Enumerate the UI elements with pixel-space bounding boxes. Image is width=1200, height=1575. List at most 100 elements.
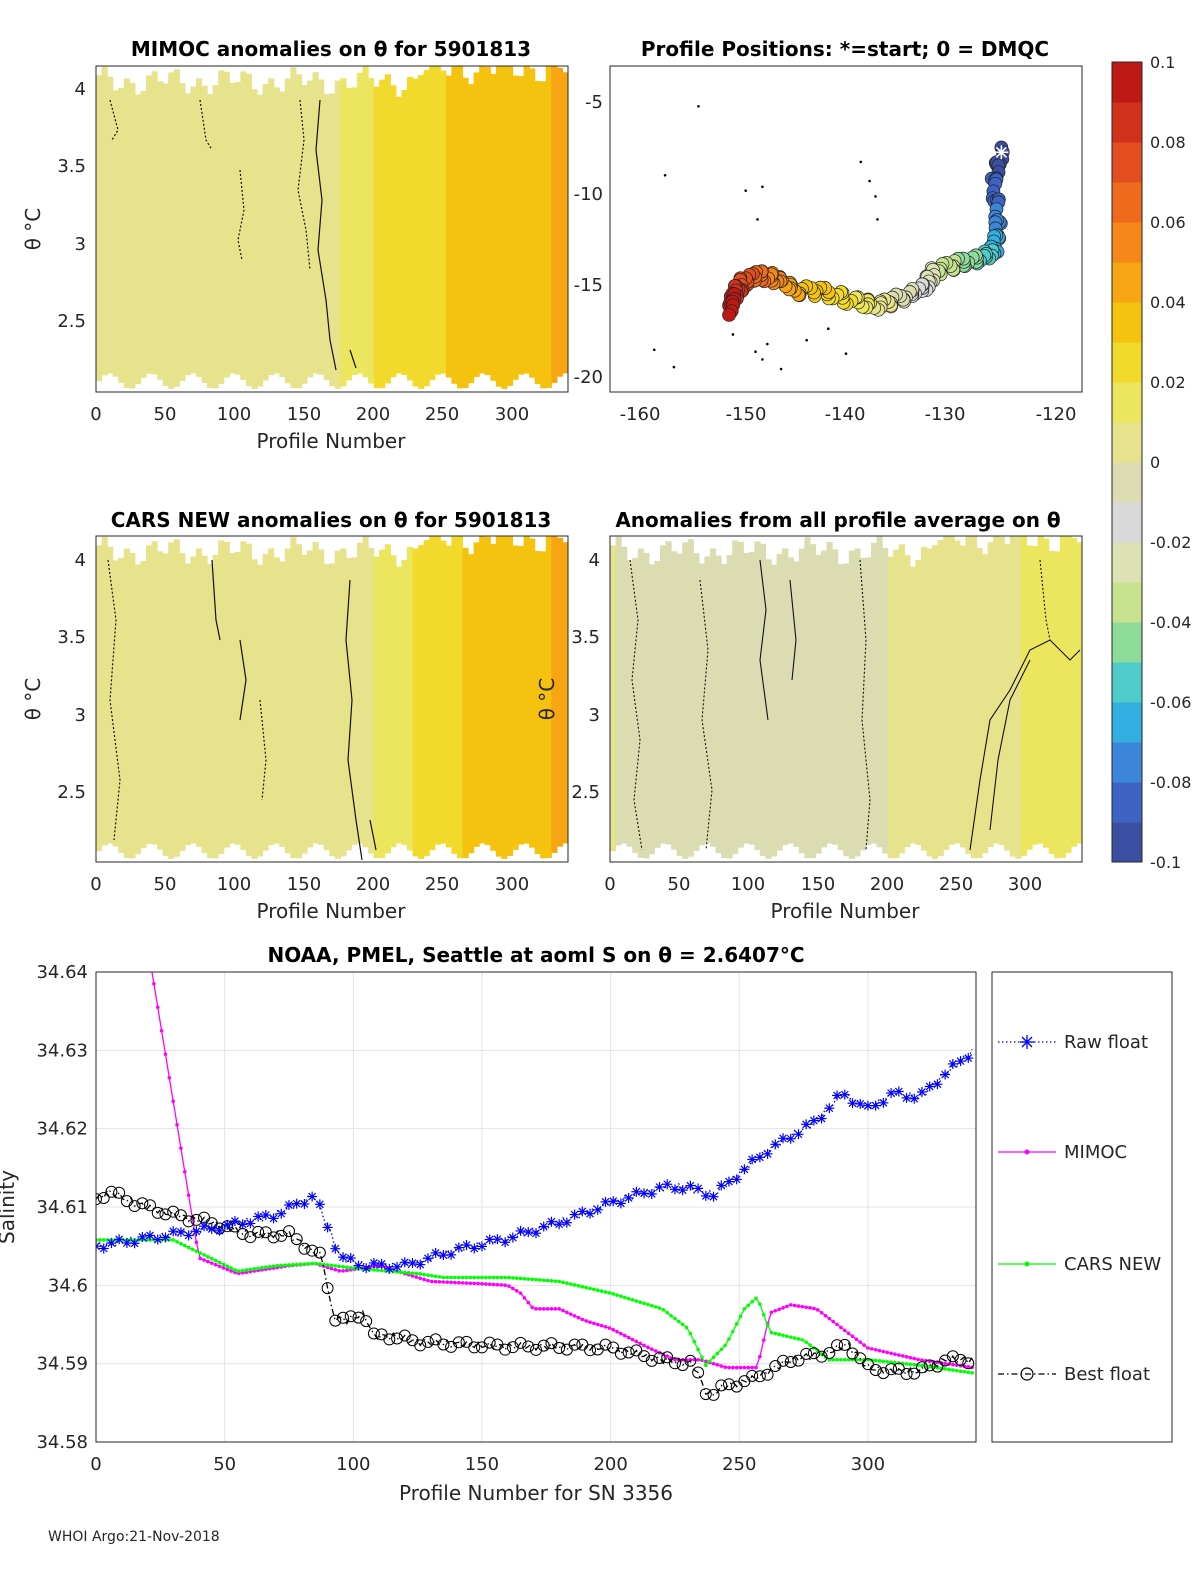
average-panel: Anomalies from all profile average on θ … — [535, 508, 1083, 923]
series-marker — [576, 1315, 581, 1320]
series-marker — [861, 1358, 874, 1371]
series-marker — [531, 1228, 541, 1239]
heatmap-column — [998, 536, 1005, 846]
mimoc-ytick: 3.5 — [57, 156, 86, 177]
series-marker — [98, 1238, 102, 1242]
series-marker — [307, 1191, 318, 1202]
series-marker-stroke — [447, 1250, 456, 1259]
series-marker — [746, 1303, 751, 1308]
colorbar-block — [1112, 502, 1142, 543]
heatmap-column — [168, 72, 175, 389]
position-dot — [874, 195, 877, 198]
series-marker-stroke — [717, 1181, 726, 1190]
series-marker — [731, 1329, 735, 1334]
series-marker-stroke — [802, 1120, 811, 1129]
series-marker — [642, 1343, 646, 1348]
heatmap-column — [876, 536, 883, 848]
series-marker — [553, 1341, 566, 1354]
series-marker — [348, 1265, 353, 1270]
series-marker — [607, 1291, 612, 1295]
series-marker — [174, 1209, 187, 1222]
series-marker — [696, 1347, 700, 1352]
colorbar-tick: -0.08 — [1150, 773, 1191, 792]
series-marker — [441, 1275, 446, 1280]
heatmap-column — [529, 538, 536, 848]
series-marker-stroke — [130, 1239, 139, 1248]
series-marker — [449, 1280, 453, 1285]
series-marker — [175, 1227, 186, 1238]
series-marker — [422, 1277, 426, 1282]
series-marker — [190, 1247, 195, 1252]
heatmap-column — [551, 536, 558, 853]
heatmap-column — [954, 540, 961, 844]
heatmap-column — [240, 71, 247, 380]
mimoc-xtick: 50 — [154, 404, 177, 425]
heatmap-column — [637, 548, 644, 858]
heatmap-column — [379, 79, 386, 389]
series-marker-stroke — [624, 1194, 633, 1202]
series-marker — [754, 1152, 765, 1163]
series-marker — [634, 1299, 639, 1303]
mimoc-ylabel: θ °C — [21, 208, 45, 251]
heatmap-column — [323, 564, 330, 851]
series-marker — [708, 1191, 719, 1202]
heatmap-column — [190, 86, 197, 374]
salinity-xtick: 0 — [90, 1454, 101, 1475]
series-marker-stroke — [779, 1134, 787, 1143]
series-marker — [777, 1332, 781, 1337]
position-dot — [779, 367, 783, 371]
series-marker — [847, 1098, 858, 1109]
heatmap-column — [434, 66, 441, 375]
average-yticks: 4 3.5 3 2.5 — [571, 550, 600, 803]
series-marker — [480, 1281, 484, 1286]
series-marker — [889, 1360, 893, 1365]
heatmap-column — [223, 541, 230, 848]
series-marker — [607, 1341, 620, 1354]
series-marker — [653, 1351, 666, 1364]
series-marker — [947, 1058, 958, 1069]
heatmap-column — [490, 73, 497, 381]
series-marker — [916, 1086, 927, 1097]
heatmap-column — [534, 551, 541, 855]
heatmap-column — [140, 90, 147, 378]
series-marker — [832, 1090, 843, 1101]
series-marker — [206, 1255, 210, 1259]
series-marker — [615, 1293, 619, 1297]
series-marker-stroke — [107, 1239, 116, 1247]
series-marker — [792, 1303, 797, 1308]
mimoc-contours — [109, 99, 357, 371]
heatmap-column — [1009, 536, 1016, 857]
series-marker — [453, 1280, 457, 1285]
series-marker-stroke — [910, 1094, 919, 1103]
heatmap-column — [462, 547, 469, 859]
series-marker-stroke — [732, 1175, 741, 1184]
series-marker-stroke — [725, 1177, 733, 1186]
series-marker — [885, 1363, 898, 1376]
series-marker — [256, 1266, 260, 1271]
heatmap-column — [179, 83, 186, 381]
series-marker — [511, 1276, 515, 1280]
heatmap-column — [151, 541, 158, 845]
series-marker-stroke — [748, 1155, 757, 1164]
position-dot — [663, 174, 667, 177]
heatmap-column — [687, 539, 694, 857]
heatmap-column — [787, 557, 794, 844]
series-marker — [182, 1215, 195, 1228]
series-marker-stroke — [825, 1104, 834, 1113]
heatmap-column — [462, 77, 469, 389]
heatmap-column — [323, 94, 330, 381]
salinity-grid — [95, 971, 976, 1443]
cars-xtick: 200 — [356, 874, 390, 895]
heatmap-column — [356, 72, 364, 374]
series-marker-stroke — [200, 1222, 208, 1231]
average-xtick: 300 — [1008, 874, 1042, 895]
series-marker — [426, 1273, 430, 1277]
heatmap-column — [434, 536, 441, 845]
series-marker-stroke — [771, 1140, 780, 1149]
series-marker — [889, 1351, 893, 1356]
series-marker — [298, 1242, 311, 1255]
series-marker — [476, 1281, 480, 1286]
heatmap-column — [1020, 536, 1028, 856]
series-marker — [722, 1378, 735, 1391]
series-marker — [603, 1290, 608, 1294]
